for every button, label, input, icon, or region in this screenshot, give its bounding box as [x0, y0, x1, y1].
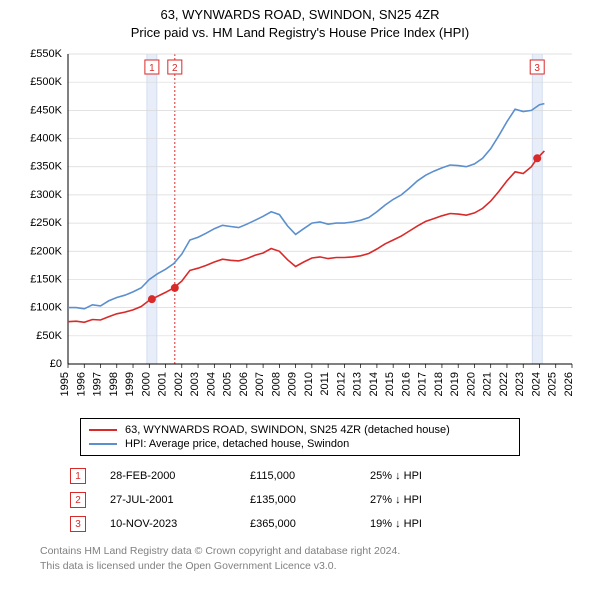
- svg-text:2023: 2023: [514, 372, 526, 396]
- sale-row-2: 2 27-JUL-2001 £135,000 27% ↓ HPI: [70, 488, 560, 512]
- svg-text:£200K: £200K: [30, 246, 62, 258]
- svg-text:2009: 2009: [287, 372, 299, 396]
- svg-text:2011: 2011: [319, 372, 331, 396]
- svg-text:1995: 1995: [59, 372, 71, 396]
- legend-label-property: 63, WYNWARDS ROAD, SWINDON, SN25 4ZR (de…: [125, 424, 450, 436]
- svg-text:2005: 2005: [222, 372, 234, 396]
- sales-table: 1 28-FEB-2000 £115,000 25% ↓ HPI 2 27-JU…: [40, 464, 560, 536]
- svg-text:2: 2: [172, 63, 178, 74]
- sale-price-3: £365,000: [250, 518, 370, 530]
- svg-text:2024: 2024: [530, 372, 542, 396]
- svg-text:2012: 2012: [335, 372, 347, 396]
- svg-text:2020: 2020: [465, 372, 477, 396]
- svg-text:2007: 2007: [254, 372, 266, 396]
- footer: Contains HM Land Registry data © Crown c…: [20, 544, 580, 580]
- svg-text:2016: 2016: [400, 372, 412, 396]
- title-block: 63, WYNWARDS ROAD, SWINDON, SN25 4ZR Pri…: [0, 0, 600, 42]
- svg-text:2022: 2022: [498, 372, 510, 396]
- svg-text:£300K: £300K: [30, 189, 62, 201]
- svg-text:2006: 2006: [238, 372, 250, 396]
- sale-diff-2: 27% ↓ HPI: [370, 494, 422, 506]
- svg-text:£350K: £350K: [30, 161, 62, 173]
- svg-text:1: 1: [149, 63, 155, 74]
- sale-date-1: 28-FEB-2000: [110, 470, 250, 482]
- legend-swatch-hpi: [89, 443, 117, 445]
- svg-text:2014: 2014: [368, 372, 380, 396]
- svg-text:1999: 1999: [124, 372, 136, 396]
- svg-text:£500K: £500K: [30, 77, 62, 89]
- svg-text:£550K: £550K: [30, 48, 62, 60]
- chart-svg: £0 £50K £100K £150K £200K £250K £300K £350K £400…: [20, 48, 580, 408]
- sale-marker-3: 3: [70, 516, 86, 532]
- svg-text:3: 3: [534, 63, 540, 74]
- svg-text:2008: 2008: [270, 372, 282, 396]
- sale-marker-2: 2: [70, 492, 86, 508]
- svg-text:2017: 2017: [417, 372, 429, 396]
- svg-text:£250K: £250K: [30, 217, 62, 229]
- svg-text:2013: 2013: [352, 372, 364, 396]
- svg-text:1997: 1997: [92, 372, 104, 396]
- title-line-1: 63, WYNWARDS ROAD, SWINDON, SN25 4ZR: [0, 6, 600, 24]
- footer-line-1: Contains HM Land Registry data © Crown c…: [40, 544, 580, 558]
- svg-text:1998: 1998: [108, 372, 120, 396]
- svg-text:2002: 2002: [173, 372, 185, 396]
- legend-swatch-property: [89, 429, 117, 431]
- chart-container: 63, WYNWARDS ROAD, SWINDON, SN25 4ZR Pri…: [0, 0, 600, 581]
- svg-text:2019: 2019: [449, 372, 461, 396]
- svg-text:2026: 2026: [563, 372, 575, 396]
- svg-text:£450K: £450K: [30, 105, 62, 117]
- svg-text:2004: 2004: [205, 372, 217, 396]
- legend: 63, WYNWARDS ROAD, SWINDON, SN25 4ZR (de…: [80, 418, 520, 456]
- sale-marker-1: 1: [70, 468, 86, 484]
- svg-text:£400K: £400K: [30, 133, 62, 145]
- svg-text:£100K: £100K: [30, 302, 62, 314]
- sale-date-3: 10-NOV-2023: [110, 518, 250, 530]
- svg-text:2000: 2000: [140, 372, 152, 396]
- chart-plot: £0 £50K £100K £150K £200K £250K £300K £350K £400…: [20, 48, 580, 408]
- svg-text:£50K: £50K: [36, 330, 62, 342]
- svg-text:2010: 2010: [303, 372, 315, 396]
- sale-row-1: 1 28-FEB-2000 £115,000 25% ↓ HPI: [70, 464, 560, 488]
- svg-text:2018: 2018: [433, 372, 445, 396]
- svg-text:£150K: £150K: [30, 274, 62, 286]
- sale-date-2: 27-JUL-2001: [110, 494, 250, 506]
- legend-label-hpi: HPI: Average price, detached house, Swin…: [125, 438, 349, 450]
- svg-text:£0: £0: [50, 358, 62, 370]
- svg-text:2015: 2015: [384, 372, 396, 396]
- sale-diff-3: 19% ↓ HPI: [370, 518, 422, 530]
- sale-price-1: £115,000: [250, 470, 370, 482]
- sale-price-2: £135,000: [250, 494, 370, 506]
- legend-item-hpi: HPI: Average price, detached house, Swin…: [89, 437, 511, 451]
- svg-text:2003: 2003: [189, 372, 201, 396]
- svg-text:1996: 1996: [75, 372, 87, 396]
- svg-text:2025: 2025: [547, 372, 559, 396]
- svg-text:2001: 2001: [157, 372, 169, 396]
- svg-text:2021: 2021: [482, 372, 494, 396]
- sale-diff-1: 25% ↓ HPI: [370, 470, 422, 482]
- sale-row-3: 3 10-NOV-2023 £365,000 19% ↓ HPI: [70, 512, 560, 536]
- legend-item-property: 63, WYNWARDS ROAD, SWINDON, SN25 4ZR (de…: [89, 423, 511, 437]
- footer-line-2: This data is licensed under the Open Gov…: [40, 559, 580, 573]
- title-line-2: Price paid vs. HM Land Registry's House …: [0, 24, 600, 42]
